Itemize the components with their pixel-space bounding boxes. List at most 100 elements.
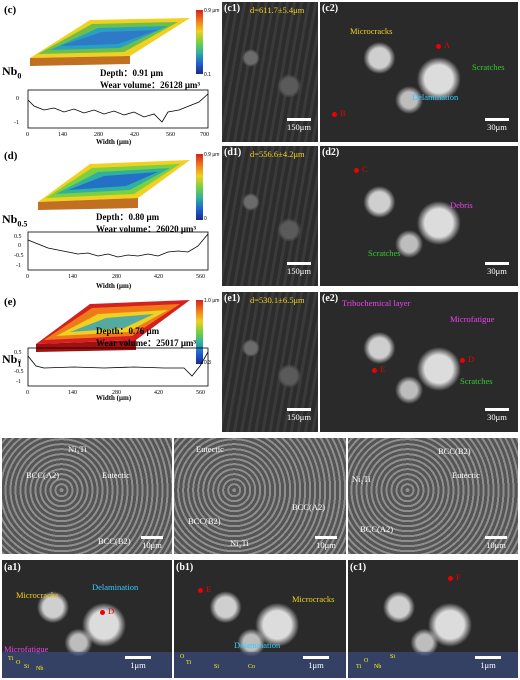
micrograph-1: Ni₂Ti BCC(A2) Eutectic BCC(B2) 10μm — [2, 438, 172, 554]
panel-label-d: (d) — [4, 150, 18, 162]
xtick: 0 — [26, 274, 29, 280]
eds-spectrum: Ti O Si Nb 1μm — [2, 652, 172, 678]
wear-surface-3d-nb05 — [38, 160, 190, 210]
sem-label: (c1) — [350, 562, 367, 573]
eds-peak: O — [180, 654, 185, 660]
ytick: 0.5 — [14, 234, 22, 240]
annotation: E — [380, 364, 386, 374]
sem-c2: (c2) Microcracks A Scratches Delaminatio… — [320, 2, 518, 142]
depth-profile-nb05: 0.5 0 -0.5 -1 0 140 280 420 560 — [14, 231, 209, 280]
eds-peak: Si — [214, 664, 220, 670]
scale-bar-text: 30μm — [487, 412, 507, 422]
depth-profile-nb1: 0.5 0 -0.5 -1 0 140 280 420 560 — [14, 347, 209, 396]
eds-peak: Nb — [374, 664, 382, 670]
wear-width: d=556.6±4.2μm — [250, 149, 305, 159]
scale-bar-text: 10μm — [142, 540, 162, 550]
wear-volume-nb0: Wear volume：26128 μm³ — [100, 80, 201, 90]
eds-peak: O — [16, 660, 21, 666]
annotation: Tribochemical layer — [342, 298, 411, 308]
phase-label: Eutectic — [196, 444, 224, 454]
profile-xlabel: Width (μm) — [96, 138, 132, 146]
annotation: D — [108, 606, 115, 616]
annotation: E — [206, 584, 212, 594]
eds-peak: O — [364, 658, 369, 664]
phase-label: Ni₂Ti — [230, 538, 249, 548]
ytick: 0.5 — [14, 350, 22, 356]
xtick: 420 — [130, 132, 139, 138]
eds-spectrum: Ti O Nb Si 1μm — [348, 652, 518, 678]
profile-xlabel: Width (μm) — [96, 394, 132, 402]
depth-text-nb0: Depth：0.91 μm — [100, 68, 164, 78]
phase-label: Eutectic — [452, 470, 480, 480]
annotation: Scratches — [368, 248, 401, 258]
profile-xlabel: Width (μm) — [96, 282, 132, 290]
phase-label: Ni₂Ti — [352, 474, 371, 484]
xtick: 280 — [94, 132, 103, 138]
alloy-label-nb0: Nb0 — [2, 64, 22, 81]
wear-surface-3d-nb1 — [36, 300, 190, 352]
ytick: 0 — [16, 96, 19, 102]
wear-width: d=530.1±6.5μm — [250, 295, 305, 305]
annotation: Scratches — [460, 376, 493, 386]
depth-text-nb1: Depth：0.76 μm — [96, 326, 160, 336]
phase-label: Eutectic — [102, 470, 130, 480]
cbar-tick: 0.9 μm — [204, 152, 220, 158]
annotation: Delamination — [412, 92, 459, 102]
sem-label: (c1) — [224, 3, 241, 14]
scale-bar-text: 150μm — [287, 412, 311, 422]
sem-c1-eds: (c1) F Ti O Nb Si 1μm — [348, 560, 518, 678]
xtick: 560 — [196, 274, 205, 280]
annotation: Microcracks — [350, 26, 393, 36]
phase-label: Ni₂Ti — [68, 444, 87, 454]
alloy-label-nb1: Nb1 — [2, 352, 22, 369]
annotation: Microcracks — [16, 590, 59, 600]
ytick: -0.5 — [14, 253, 24, 259]
annotation: F — [456, 572, 461, 582]
eds-peak: Nb — [36, 666, 44, 672]
wear-surface-3d-nb0 — [30, 18, 190, 66]
annotation: Debris — [450, 200, 473, 210]
phase-label: BCC(B2) — [438, 446, 471, 456]
xtick: 420 — [154, 390, 163, 396]
sem-label: (e1) — [224, 293, 241, 304]
xtick: 420 — [154, 274, 163, 280]
ytick: 0 — [18, 359, 21, 365]
depth-profile-nb0: 0 -1 0 140 280 420 560 700 — [14, 89, 209, 138]
cbar-tick: 0.1 — [204, 72, 211, 78]
scale-bar-text: 10μm — [316, 540, 336, 550]
xtick: 0 — [26, 132, 29, 138]
xtick: 560 — [196, 390, 205, 396]
xtick: 140 — [68, 274, 77, 280]
sem-label: (e2) — [322, 293, 339, 304]
sem-label: (d2) — [322, 147, 340, 158]
annotation: B — [340, 108, 346, 118]
wear-volume-nb1: Wear volume：25017 μm³ — [96, 338, 197, 348]
wear-volume-nb05: Wear volume：26020 μm³ — [96, 224, 197, 234]
scale-bar-text: 150μm — [287, 122, 311, 132]
sem-b1: (b1) E Microcracks Delamination O Ti Si … — [174, 560, 346, 678]
sem-c1: (c1) d=611.7±5.4μm 150μm — [222, 2, 318, 142]
eds-peak: Co — [248, 664, 256, 670]
annotation: Microcracks — [292, 594, 335, 604]
phase-label: BCC(A2) — [360, 524, 394, 534]
depth-text-nb05: Depth：0.80 μm — [96, 212, 160, 222]
ytick: -1 — [16, 263, 21, 269]
colorbar-nb05 — [196, 154, 203, 220]
sem-d2: (d2) C Debris Scratches 30μm — [320, 146, 518, 286]
xtick: 560 — [166, 132, 175, 138]
phase-label: BCC(A2) — [292, 502, 326, 512]
cbar-tick: 0.3 — [204, 360, 211, 366]
annotation: A — [444, 40, 451, 50]
panel-label-e: (e) — [4, 296, 17, 308]
alloy-label-nb05: Nb0.5 — [2, 212, 28, 229]
sem-label: (b1) — [176, 562, 194, 573]
eds-peak: Si — [390, 654, 396, 660]
colorbar-nb1 — [196, 300, 203, 364]
micrograph-2: Eutectic BCC(B2) BCC(A2) Ni₂Ti 10μm — [174, 438, 346, 554]
panel-label-c: (c) — [4, 4, 17, 16]
cbar-tick: 1.0 μm — [204, 298, 220, 304]
sem-a1: (a1) Microcracks Delamination D Microfat… — [2, 560, 172, 678]
ytick: -1 — [14, 120, 19, 126]
annotation: D — [468, 354, 475, 364]
annotation: Scratches — [472, 62, 505, 72]
